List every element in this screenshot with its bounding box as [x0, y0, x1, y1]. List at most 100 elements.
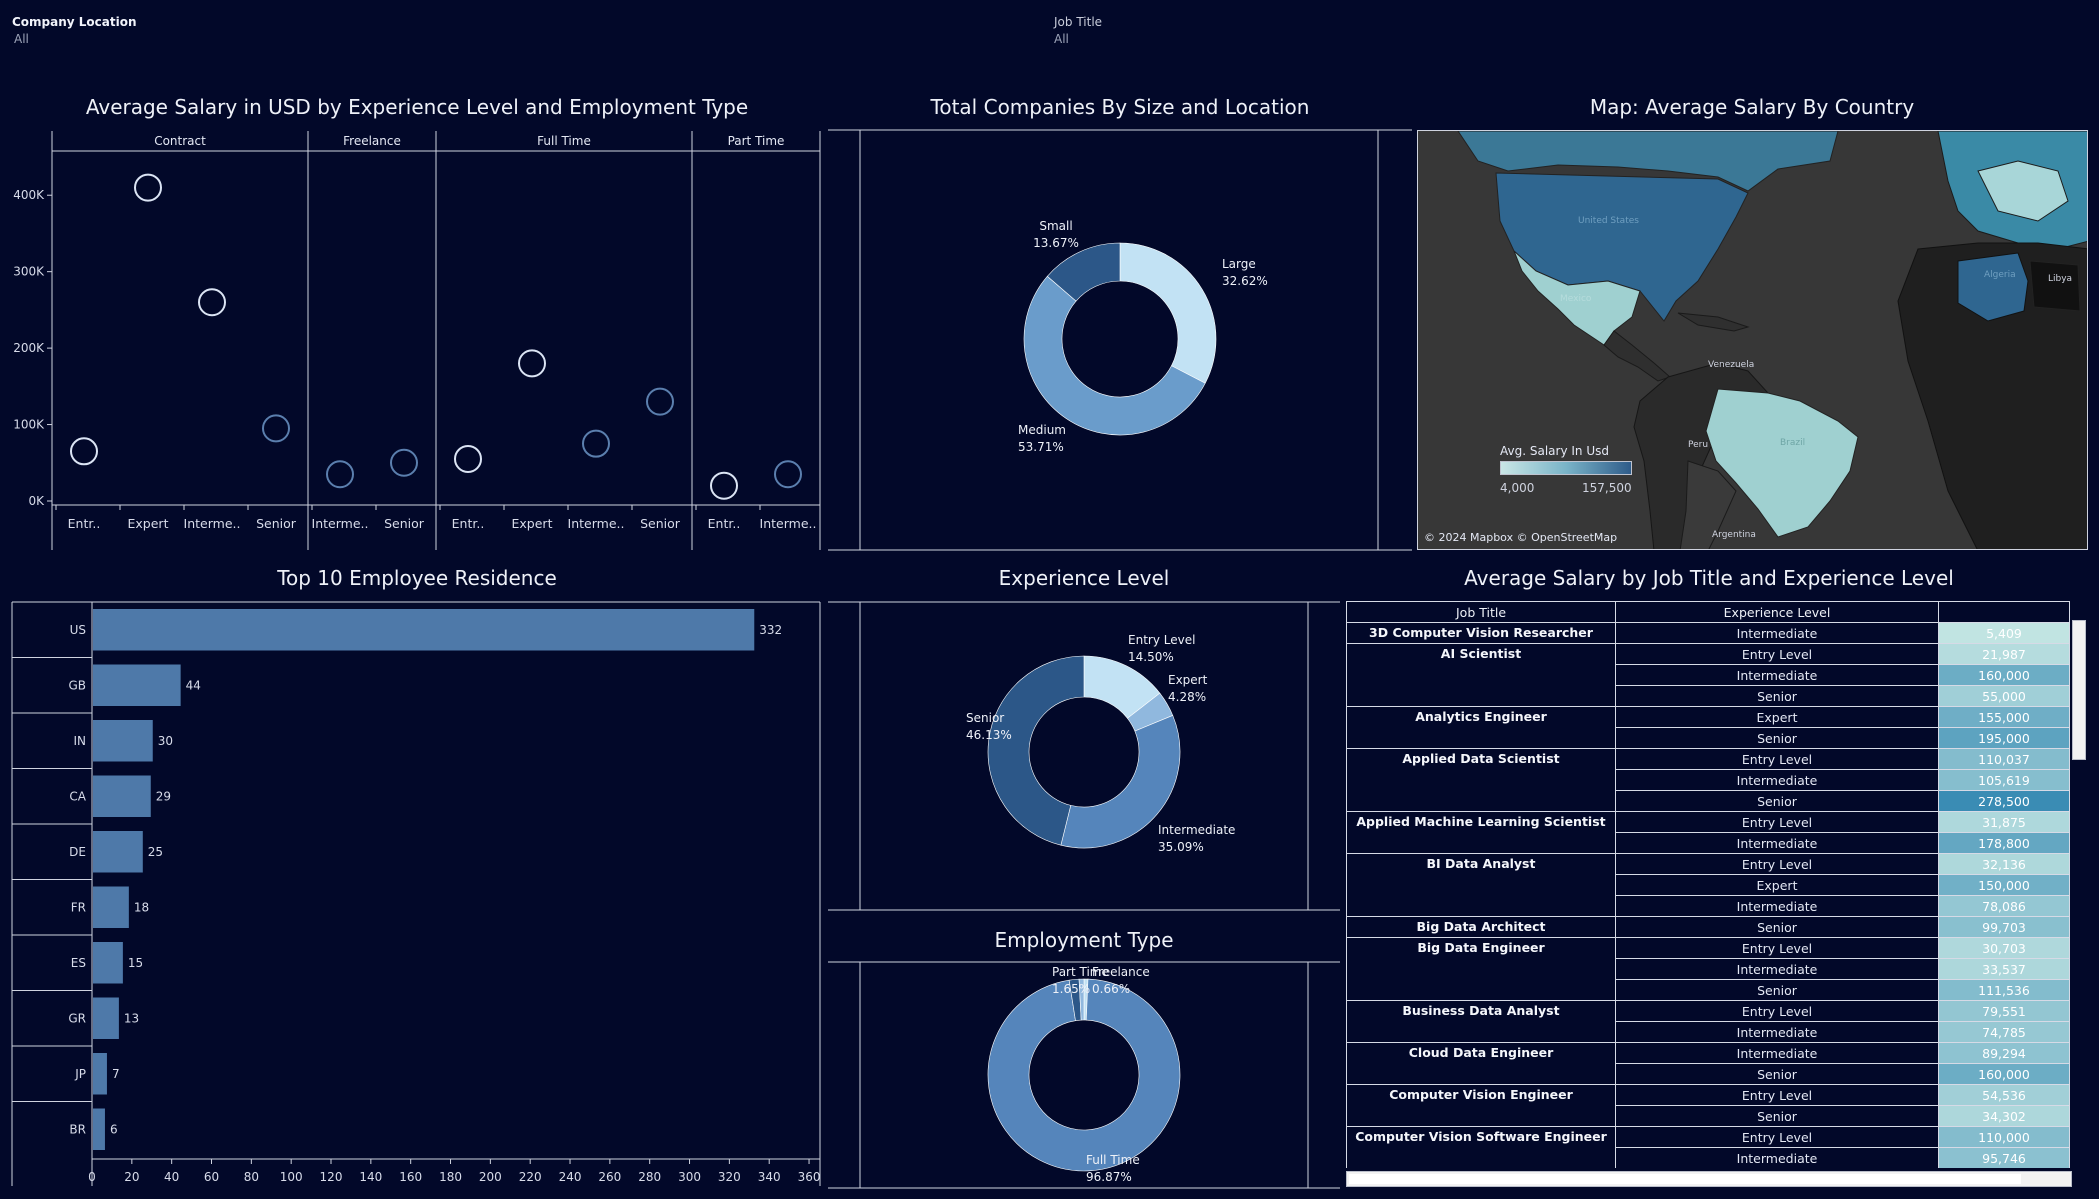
experience-level-cell: Senior: [1615, 727, 1939, 749]
job-title-cell: AI Scientist: [1346, 643, 1616, 707]
x-tick-label: 80: [244, 1170, 259, 1184]
x-tick-label: 280: [638, 1170, 661, 1184]
table-row[interactable]: Senior 195,000: [1347, 727, 2070, 749]
y-tick-label: 200K: [13, 341, 45, 355]
table-row[interactable]: Intermediate 33,537: [1347, 958, 2070, 980]
salary-value-cell: 155,000: [1938, 706, 2070, 728]
bar: [93, 775, 151, 817]
table-row[interactable]: Intermediate 105,619: [1347, 769, 2070, 791]
scatter-point: [646, 387, 674, 416]
salary-value-cell: 110,000: [1938, 1126, 2070, 1148]
y-tick-label: 100K: [13, 418, 45, 432]
experience-level-cell: Intermediate: [1615, 895, 1939, 917]
x-tick-label: Interme..: [184, 516, 241, 531]
company-size-slice: [1046, 242, 1121, 302]
table-row[interactable]: Applied Data Scientist Entry Level 110,037: [1346, 748, 2070, 812]
filter-label: Company Location: [12, 15, 137, 29]
slice-label: Small: [1039, 219, 1072, 233]
panel-header: Freelance: [343, 134, 401, 148]
filter-value[interactable]: All: [1054, 32, 1069, 46]
slice-label: Senior: [966, 711, 1004, 725]
salary-value-cell: 160,000: [1938, 1063, 2070, 1085]
y-tick-label: 0K: [28, 494, 45, 508]
experience-level-cell: Intermediate: [1615, 622, 1939, 644]
experience-level-cell: Intermediate: [1615, 1147, 1939, 1168]
bar-category: CA: [69, 789, 86, 803]
scatter-point: [70, 437, 98, 466]
map-canvas: United States Mexico Algeria Libya Venez…: [1457, 131, 2087, 549]
slice-label: Expert: [1168, 673, 1208, 687]
africa: [1897, 242, 2087, 549]
table-row[interactable]: Computer Vision Software Engineer Entry L…: [1346, 1126, 2070, 1168]
bar: [93, 1053, 107, 1095]
scatter-title: Average Salary in USD by Experience Leve…: [85, 95, 749, 119]
scatter-point: [134, 173, 162, 202]
map-place-ve: Venezuela: [1708, 360, 1754, 370]
table-row[interactable]: 3D Computer Vision Researcher Intermediat…: [1346, 622, 2070, 644]
bar: [93, 664, 181, 706]
table-row[interactable]: Applied Machine Learning Scientist Entry …: [1346, 811, 2070, 854]
table-row[interactable]: Business Data Analyst Entry Level 79,551: [1346, 1000, 2070, 1043]
header-experience-level: Experience Level: [1615, 601, 1939, 623]
table-row[interactable]: Senior 34,302: [1347, 1105, 2070, 1127]
slice-label: Part Time: [1052, 965, 1109, 979]
x-tick-label: 180: [439, 1170, 462, 1184]
job-title-cell: Applied Machine Learning Scientist: [1346, 811, 1616, 854]
table-row[interactable]: Analytics Engineer Expert 155,000: [1346, 706, 2070, 749]
country-algeria: [1957, 252, 2029, 322]
x-tick-label: Expert: [128, 516, 169, 531]
job-title-cell: Big Data Architect: [1346, 916, 1616, 938]
map-legend-title: Avg. Salary In Usd: [1500, 444, 1609, 458]
table-row[interactable]: BI Data Analyst Entry Level 32,136: [1346, 853, 2070, 917]
table-row[interactable]: Senior 111,536: [1347, 979, 2070, 1001]
bar: [93, 997, 119, 1039]
table-row[interactable]: Big Data Architect Senior 99,703: [1346, 916, 2070, 938]
job-title-filter[interactable]: Job Title All: [1054, 15, 1102, 46]
table-row[interactable]: Intermediate 160,000: [1347, 664, 2070, 686]
filter-value[interactable]: All: [14, 32, 29, 46]
bar-value-label: 25: [148, 845, 163, 859]
x-tick-label: Senior: [384, 516, 425, 531]
table-row[interactable]: Cloud Data Engineer Intermediate 89,294: [1346, 1042, 2070, 1085]
table-row[interactable]: Intermediate 178,800: [1347, 832, 2070, 854]
company-location-filter[interactable]: Company Location All: [12, 15, 137, 46]
salary-table-container[interactable]: Job Title Experience Level 3D Computer V…: [1346, 601, 2072, 1168]
header-value: [1938, 601, 2070, 623]
y-tick-label: 300K: [13, 265, 45, 279]
experience-level-cell: Intermediate: [1615, 1042, 1939, 1064]
bar-value-label: 30: [158, 734, 173, 748]
salary-map[interactable]: United States Mexico Algeria Libya Venez…: [1417, 130, 2088, 550]
country-argentina: [1679, 460, 1737, 549]
scrollbar-thumb[interactable]: [1349, 1174, 2021, 1184]
experience-level-cell: Entry Level: [1615, 748, 1939, 770]
experience-level-cell: Senior: [1615, 1063, 1939, 1085]
slice-label: Large: [1222, 257, 1256, 271]
table-row[interactable]: Intermediate 95,746: [1347, 1147, 2070, 1168]
map-legend-gradient: [1500, 461, 1632, 475]
salary-value-cell: 89,294: [1938, 1042, 2070, 1064]
scatter-point: [390, 448, 418, 477]
table-row[interactable]: Big Data Engineer Entry Level 30,703: [1346, 937, 2070, 1001]
table-row[interactable]: Computer Vision Engineer Entry Level 54,53…: [1346, 1084, 2070, 1127]
scatter-point: [518, 349, 546, 378]
map-place-dz: Algeria: [1984, 270, 2016, 280]
employment-slice: [1078, 978, 1085, 1021]
x-tick-label: Expert: [512, 516, 553, 531]
table-row[interactable]: Intermediate 78,086: [1347, 895, 2070, 917]
experience-level-cell: Entry Level: [1615, 1084, 1939, 1106]
bar-value-label: 18: [134, 900, 149, 914]
scatter-point: [774, 460, 802, 489]
x-tick-label: 60: [204, 1170, 219, 1184]
bar: [93, 720, 153, 762]
table-vertical-scrollbar[interactable]: [2072, 620, 2086, 760]
table-horizontal-scrollbar[interactable]: [1346, 1171, 2072, 1187]
x-tick-label: 260: [598, 1170, 621, 1184]
experience-level-cell: Entry Level: [1615, 643, 1939, 665]
panel-header: Full Time: [537, 134, 591, 148]
table-row[interactable]: Intermediate 74,785: [1347, 1021, 2070, 1043]
experience-level-cell: Expert: [1615, 706, 1939, 728]
table-row[interactable]: Senior 278,500: [1347, 790, 2070, 812]
y-tick-label: 400K: [13, 188, 45, 202]
x-tick-label: Entr..: [708, 516, 741, 531]
table-row[interactable]: AI Scientist Entry Level 21,987: [1346, 643, 2070, 707]
